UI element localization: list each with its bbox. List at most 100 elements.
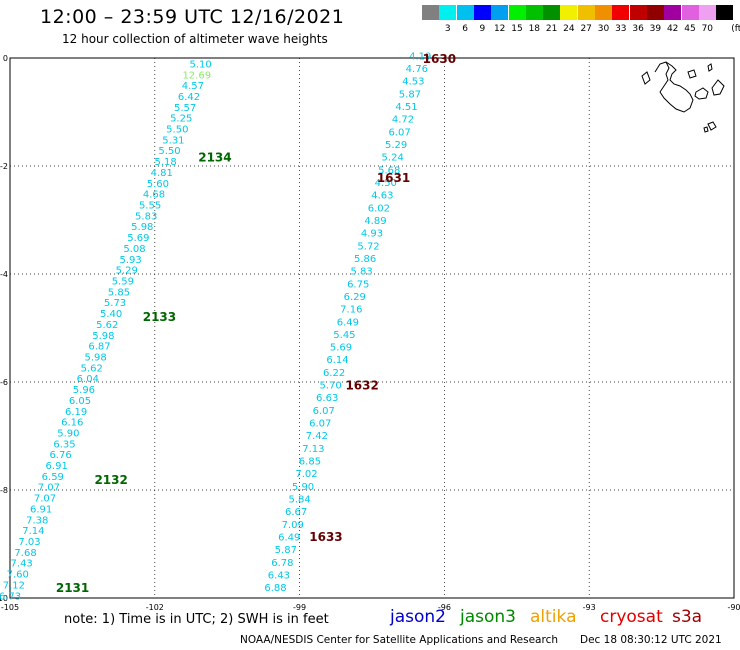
page-subtitle: 12 hour collection of altimeter wave hei… bbox=[62, 32, 328, 46]
espanola-island-outline bbox=[703, 126, 709, 133]
east-track: 4.194.764.535.874.514.726.075.295.245.68… bbox=[264, 51, 456, 594]
wave-height-value: 5.68 bbox=[378, 165, 400, 176]
satellite-name: cryosat bbox=[600, 607, 663, 627]
wave-height-value: 7.43 bbox=[11, 559, 33, 570]
legend-label: 30 bbox=[597, 24, 610, 34]
legend-label: 15 bbox=[511, 24, 523, 34]
wave-height-value: 6.35 bbox=[53, 439, 75, 450]
wave-height-value: 5.69 bbox=[330, 343, 352, 354]
legend-label: 24 bbox=[563, 24, 575, 34]
legend-label: 3 bbox=[444, 24, 451, 34]
legend-label: 9 bbox=[479, 24, 486, 34]
legend-swatch bbox=[646, 5, 664, 20]
legend-swatch bbox=[473, 5, 491, 20]
wave-height-value: 4.50 bbox=[375, 178, 397, 189]
wave-height-value: 6.07 bbox=[388, 127, 410, 138]
wave-height-value: 6.49 bbox=[337, 317, 359, 328]
wave-height-value: 5.87 bbox=[399, 89, 421, 100]
wave-height-value: 5.57 bbox=[174, 103, 196, 114]
wave-height-value: 4.57 bbox=[182, 81, 204, 92]
legend-label: 36 bbox=[632, 24, 644, 34]
santa-cruz-island-outline bbox=[694, 87, 709, 100]
wave-height-value: 7.38 bbox=[26, 515, 48, 526]
wave-height-value: 5.98 bbox=[84, 352, 106, 363]
san-cristobal-island-outline bbox=[711, 79, 725, 96]
lon-tick-label: -102 bbox=[146, 603, 164, 612]
legend-swatch bbox=[422, 5, 439, 20]
lon-tick-label: -90 bbox=[727, 603, 740, 612]
wave-height-value: 5.29 bbox=[385, 140, 407, 151]
wave-height-value: 6.14 bbox=[326, 355, 348, 366]
wave-height-value: 5.86 bbox=[354, 254, 376, 265]
wave-height-value: 7.12 bbox=[3, 580, 25, 591]
wave-height-value: 6.63 bbox=[316, 393, 338, 404]
lat-tick-label: -4 bbox=[0, 270, 8, 279]
legend-swatch bbox=[612, 5, 630, 20]
wave-height-value: 6.02 bbox=[368, 203, 390, 214]
pass-time-label: 2132 bbox=[94, 473, 127, 487]
wave-height-value: 4.51 bbox=[395, 102, 417, 113]
satellite-name: jason2 bbox=[390, 607, 446, 627]
wave-height-value: 7.42 bbox=[306, 431, 328, 442]
legend-label: 42 bbox=[666, 24, 679, 34]
wave-height-value: 6.07 bbox=[309, 419, 331, 430]
legend-swatch bbox=[698, 5, 716, 20]
legend-label: 21 bbox=[545, 24, 558, 34]
wave-height-value: 4.19 bbox=[409, 51, 431, 62]
units-note: note: 1) Time is in UTC; 2) SWH is in fe… bbox=[64, 612, 329, 627]
wave-height-value: 7.03 bbox=[18, 537, 40, 548]
wave-height-value: 5.84 bbox=[288, 495, 310, 506]
west-track: 5.1012.694.576.425.575.255.505.315.505.1… bbox=[0, 59, 232, 602]
wave-height-value: 6.67 bbox=[285, 507, 307, 518]
wave-height-value: 5.93 bbox=[119, 255, 141, 266]
satellite-name: altika bbox=[530, 607, 577, 627]
wave-height-value: 6.91 bbox=[46, 461, 68, 472]
wave-height-value: 6.75 bbox=[347, 279, 369, 290]
wave-height-value: 5.85 bbox=[108, 287, 130, 298]
wave-height-value: 5.50 bbox=[166, 125, 188, 136]
wave-height-value: 6.16 bbox=[61, 418, 83, 429]
legend-swatch bbox=[664, 5, 682, 20]
legend-swatch bbox=[595, 5, 612, 20]
wave-height-value: 6.49 bbox=[278, 533, 300, 544]
legend-swatch bbox=[577, 5, 595, 20]
lat-tick-label: -6 bbox=[0, 378, 8, 387]
wave-height-value: 5.98 bbox=[92, 331, 114, 342]
wave-height-value: 5.69 bbox=[127, 233, 149, 244]
galapagos-coastline bbox=[641, 61, 725, 133]
legend-swatch bbox=[491, 5, 509, 20]
lat-tick-label: 0 bbox=[3, 54, 8, 63]
wave-height-value: 7.60 bbox=[7, 570, 29, 581]
wave-height-value: 6.91 bbox=[30, 504, 52, 515]
wave-height-value: 5.62 bbox=[81, 363, 103, 374]
legend-unit: (ft) bbox=[731, 24, 740, 34]
satellite-name: jason3 bbox=[460, 607, 516, 627]
wave-height-value: 4.53 bbox=[402, 77, 424, 88]
wave-height-value: 5.59 bbox=[112, 277, 134, 288]
wave-height-value: 4.81 bbox=[151, 168, 173, 179]
lon-tick-label: -93 bbox=[583, 603, 596, 612]
wave-height-value: 5.87 bbox=[275, 545, 297, 556]
wave-height-value: 4.89 bbox=[364, 216, 386, 227]
pinta-island-outline bbox=[707, 63, 713, 72]
wave-height-value: 5.18 bbox=[155, 157, 177, 168]
wave-height-value: 5.08 bbox=[123, 244, 145, 255]
generated-timestamp: Dec 18 08:30:12 UTC 2021 bbox=[580, 634, 722, 646]
wave-height-value: 6.05 bbox=[69, 396, 91, 407]
wave-height-value: 7.07 bbox=[34, 494, 56, 505]
pass-time-label: 1631 bbox=[377, 171, 410, 185]
legend-swatch bbox=[560, 5, 578, 20]
wave-height-value: 7.14 bbox=[22, 526, 44, 537]
lat-tick-label: -2 bbox=[0, 162, 8, 171]
wave-height-value: 6.04 bbox=[77, 374, 99, 385]
wave-height-value: 5.62 bbox=[96, 320, 118, 331]
wave-height-value: 5.50 bbox=[158, 146, 180, 157]
legend-swatch bbox=[681, 5, 699, 20]
credit-text: NOAA/NESDIS Center for Satellite Applica… bbox=[240, 634, 558, 646]
legend-swatch bbox=[716, 5, 734, 20]
wave-height-value: 6.22 bbox=[323, 368, 345, 379]
wave-height-value: 7.09 bbox=[282, 520, 304, 531]
legend-label: 12 bbox=[493, 24, 506, 34]
wave-height-value: 5.98 bbox=[131, 222, 153, 233]
wave-height-value: 5.25 bbox=[170, 114, 192, 125]
